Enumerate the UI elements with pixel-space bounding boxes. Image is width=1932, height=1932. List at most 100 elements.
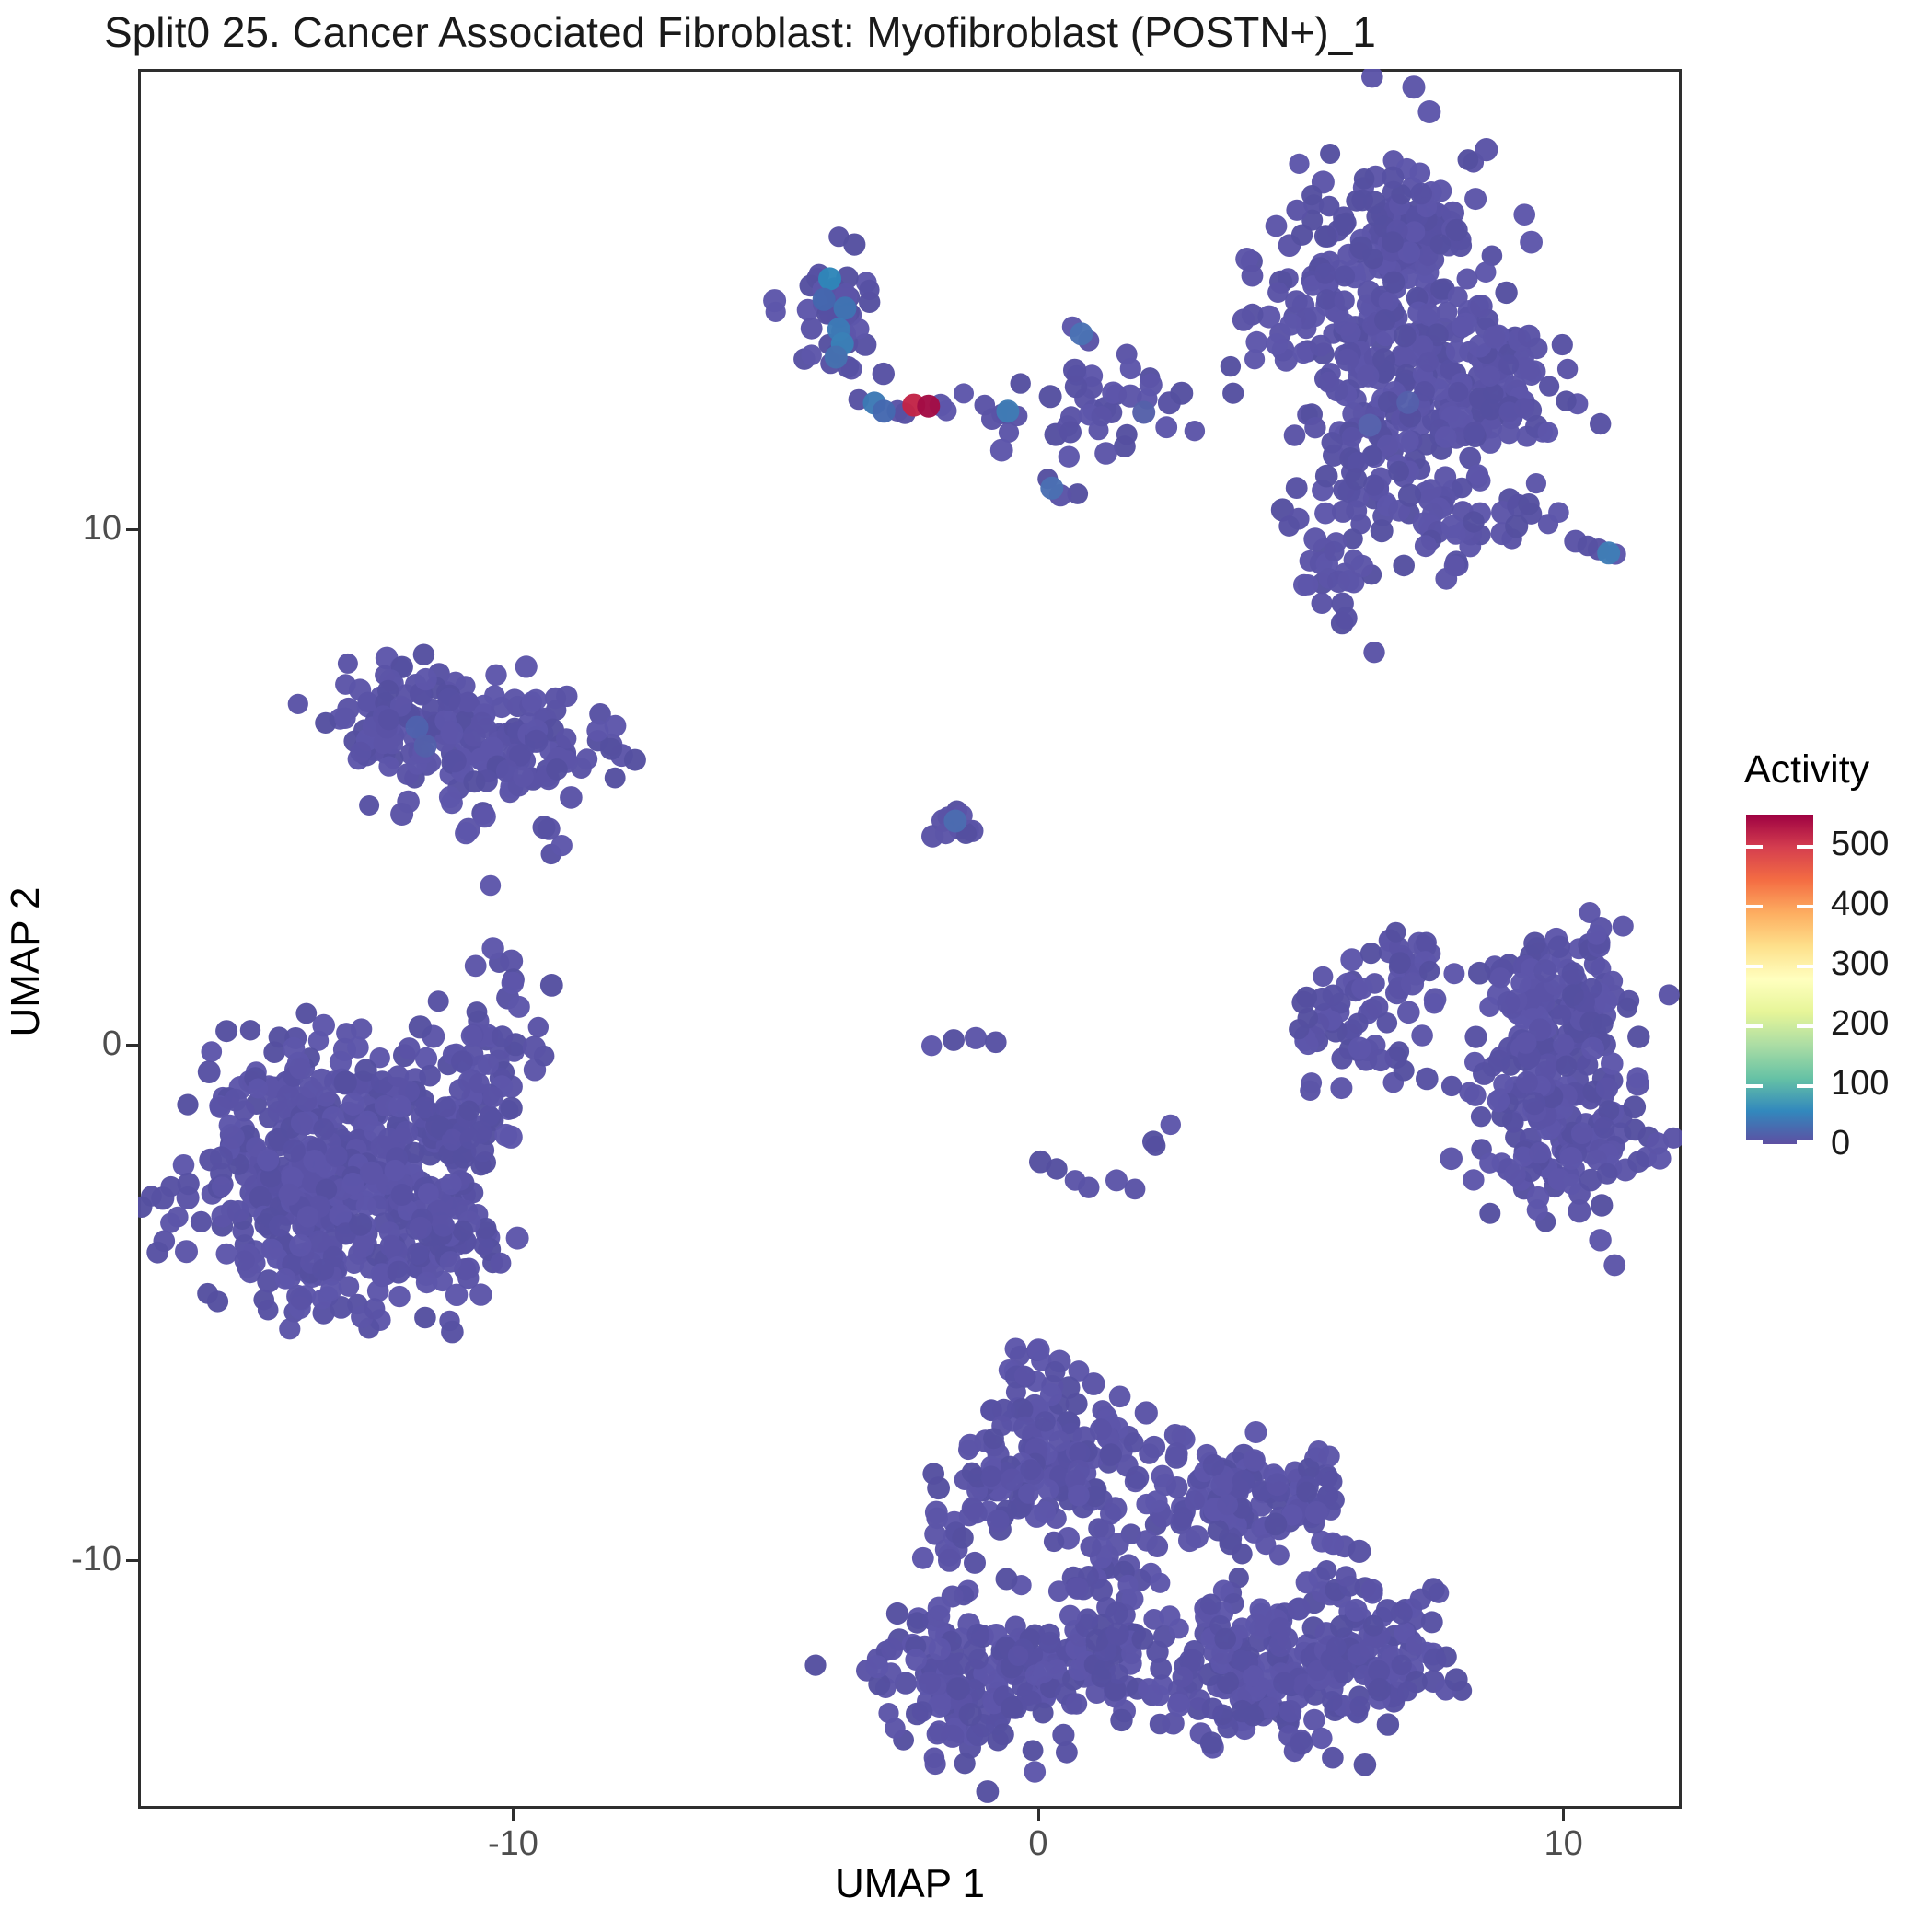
data-point [1340, 322, 1361, 343]
data-point [211, 1176, 232, 1197]
data-point [481, 937, 504, 960]
data-point [201, 1041, 223, 1062]
data-point [1314, 502, 1336, 525]
data-point [1318, 195, 1340, 217]
data-point [1452, 316, 1474, 338]
data-point [343, 1254, 364, 1274]
data-point [1330, 1614, 1353, 1638]
data-point-highlighted [818, 267, 841, 291]
data-point [1084, 1486, 1106, 1508]
x-tick-mark [1562, 1809, 1566, 1821]
data-point [1391, 344, 1413, 367]
data-point [491, 696, 513, 719]
data-point [338, 1276, 360, 1297]
data-point [1368, 1678, 1392, 1702]
data-point [412, 643, 435, 665]
data-point [992, 1723, 1014, 1746]
data-point [1448, 381, 1469, 403]
data-point [1391, 1654, 1412, 1676]
data-point [289, 1057, 311, 1080]
data-point [1336, 348, 1359, 372]
data-point [439, 1251, 462, 1273]
data-point [1105, 1602, 1128, 1625]
data-point [1292, 341, 1314, 364]
data-point [1076, 1608, 1099, 1630]
data-point [1522, 1092, 1546, 1116]
data-point [1150, 1572, 1171, 1593]
data-point [1417, 100, 1441, 123]
scatter-canvas[interactable] [138, 69, 1682, 1809]
data-point [532, 816, 556, 839]
data-point [1340, 948, 1364, 972]
data-point [408, 1015, 432, 1039]
data-point [1124, 1178, 1146, 1200]
data-point [500, 949, 524, 973]
data-point [1303, 527, 1327, 551]
data-point [226, 1200, 249, 1223]
data-point [355, 1196, 376, 1217]
data-point [175, 1240, 198, 1264]
data-point [1503, 1163, 1526, 1186]
data-point-highlighted [943, 809, 967, 833]
data-point [1616, 997, 1638, 1018]
data-point [491, 1025, 514, 1047]
data-point [1475, 138, 1498, 162]
data-point [1184, 421, 1206, 442]
data-point [397, 790, 420, 814]
data-point [921, 1035, 943, 1057]
data-point [1495, 281, 1518, 305]
data-point [482, 1086, 504, 1108]
data-point [1159, 1605, 1181, 1627]
data-point [1110, 1708, 1133, 1732]
data-point [1369, 1048, 1393, 1072]
data-point [490, 1252, 512, 1274]
data-point [278, 1183, 301, 1206]
data-point [992, 1398, 1015, 1422]
data-point [1351, 978, 1373, 1000]
data-point [1375, 1599, 1399, 1623]
data-point [1382, 271, 1406, 294]
data-point [623, 748, 646, 771]
data-point [1341, 426, 1362, 447]
data-point [1105, 1622, 1129, 1646]
data-point [1219, 1532, 1242, 1556]
data-point [419, 1064, 441, 1087]
data-point [1434, 466, 1457, 489]
data-point [334, 707, 356, 729]
data-point [1313, 225, 1337, 248]
data-point [1363, 642, 1385, 664]
data-point [1589, 1229, 1612, 1252]
data-point [369, 1047, 390, 1069]
data-point [509, 744, 531, 767]
data-point [1314, 464, 1338, 488]
data-point [911, 1546, 934, 1569]
data-point [1142, 1435, 1166, 1459]
data-point [906, 1612, 929, 1634]
data-point [1440, 1147, 1463, 1171]
data-point [1556, 358, 1579, 380]
legend-tick-mark [1746, 1083, 1763, 1088]
data-point [1520, 360, 1540, 381]
data-point [1603, 1254, 1626, 1277]
data-point [1105, 1169, 1128, 1192]
data-point [924, 1753, 946, 1776]
data-point [1265, 214, 1288, 237]
data-point [878, 1703, 899, 1724]
data-point [1068, 1484, 1090, 1507]
data-point [1513, 398, 1535, 419]
data-point [1436, 301, 1458, 323]
data-point [961, 1497, 983, 1519]
data-point [985, 1031, 1007, 1054]
data-point [341, 1093, 365, 1116]
data-point [274, 1268, 296, 1290]
data-point [1011, 1398, 1034, 1421]
data-point [1345, 468, 1368, 491]
data-point [1590, 412, 1612, 435]
data-point [1627, 1025, 1650, 1048]
data-point [1434, 426, 1457, 448]
data-point [952, 1527, 974, 1549]
data-point [918, 1671, 942, 1695]
data-point [998, 422, 1020, 443]
data-point [943, 1029, 965, 1051]
